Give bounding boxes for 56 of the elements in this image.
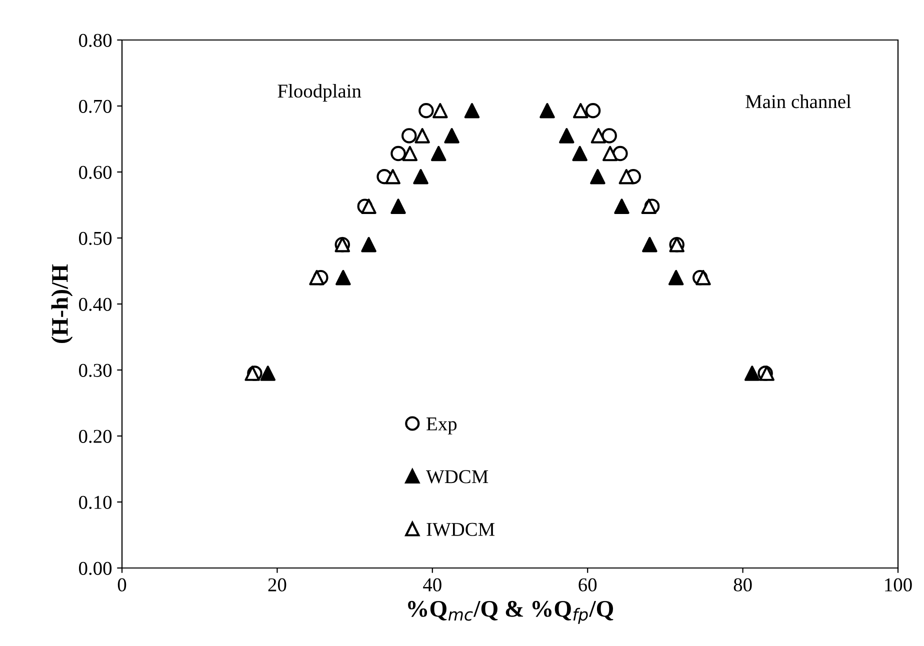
point: [572, 146, 588, 162]
legend-label: Exp: [426, 418, 457, 434]
y-tick-label: 0.00: [78, 562, 112, 576]
point: [401, 128, 417, 144]
y-tick-label: 0.40: [78, 298, 112, 312]
x-tick-label: 20: [268, 578, 286, 592]
point: [336, 270, 351, 286]
legend-label: IWDCM: [426, 522, 495, 536]
point: [414, 128, 430, 144]
point: [696, 270, 711, 286]
y-tick-label: 0.10: [78, 496, 112, 510]
y-tick-label: 0.20: [78, 430, 112, 444]
point: [585, 102, 601, 118]
y-tick-label: 0.80: [78, 34, 112, 48]
point: [559, 128, 574, 144]
point: [614, 198, 630, 214]
annotation: Main channel: [746, 94, 852, 108]
point: [390, 146, 406, 162]
point: [464, 102, 480, 118]
x-tick-label: 100: [885, 578, 912, 592]
point: [430, 146, 446, 162]
point: [402, 146, 418, 162]
point: [444, 128, 460, 144]
point: [418, 102, 434, 118]
y-tick-label: 0.50: [78, 232, 112, 246]
point: [668, 270, 684, 286]
point: [413, 168, 428, 184]
point: [385, 168, 400, 184]
point: [361, 198, 376, 214]
point: [744, 366, 760, 381]
y-tick-label: 0.30: [78, 364, 112, 378]
x-axis-title: %Q$_{mc}$/Q & %Q$_{fp}$/Q: [408, 600, 614, 624]
point: [590, 168, 606, 184]
annotation: Floodplain: [278, 84, 362, 102]
point: [612, 146, 628, 162]
point: [590, 128, 606, 144]
point: [641, 198, 657, 214]
point: [602, 146, 618, 162]
point: [618, 168, 634, 184]
x-tick-label: 80: [734, 578, 752, 592]
point: [642, 236, 658, 252]
point: [361, 236, 376, 252]
y-axis-title: (H-h)/H: [51, 264, 73, 343]
point: [432, 102, 448, 118]
point: [572, 102, 588, 118]
point: [309, 270, 324, 286]
x-tick-label: 0: [118, 578, 126, 592]
x-tick-label: 40: [423, 578, 442, 592]
y-tick-label: 0.60: [78, 166, 112, 180]
legend-label: WDCM: [426, 470, 488, 484]
x-tick-label: 60: [578, 578, 597, 592]
point: [390, 198, 406, 214]
point: [602, 128, 617, 144]
y-tick-label: 0.70: [78, 100, 112, 114]
point: [260, 366, 276, 381]
point: [540, 102, 555, 118]
